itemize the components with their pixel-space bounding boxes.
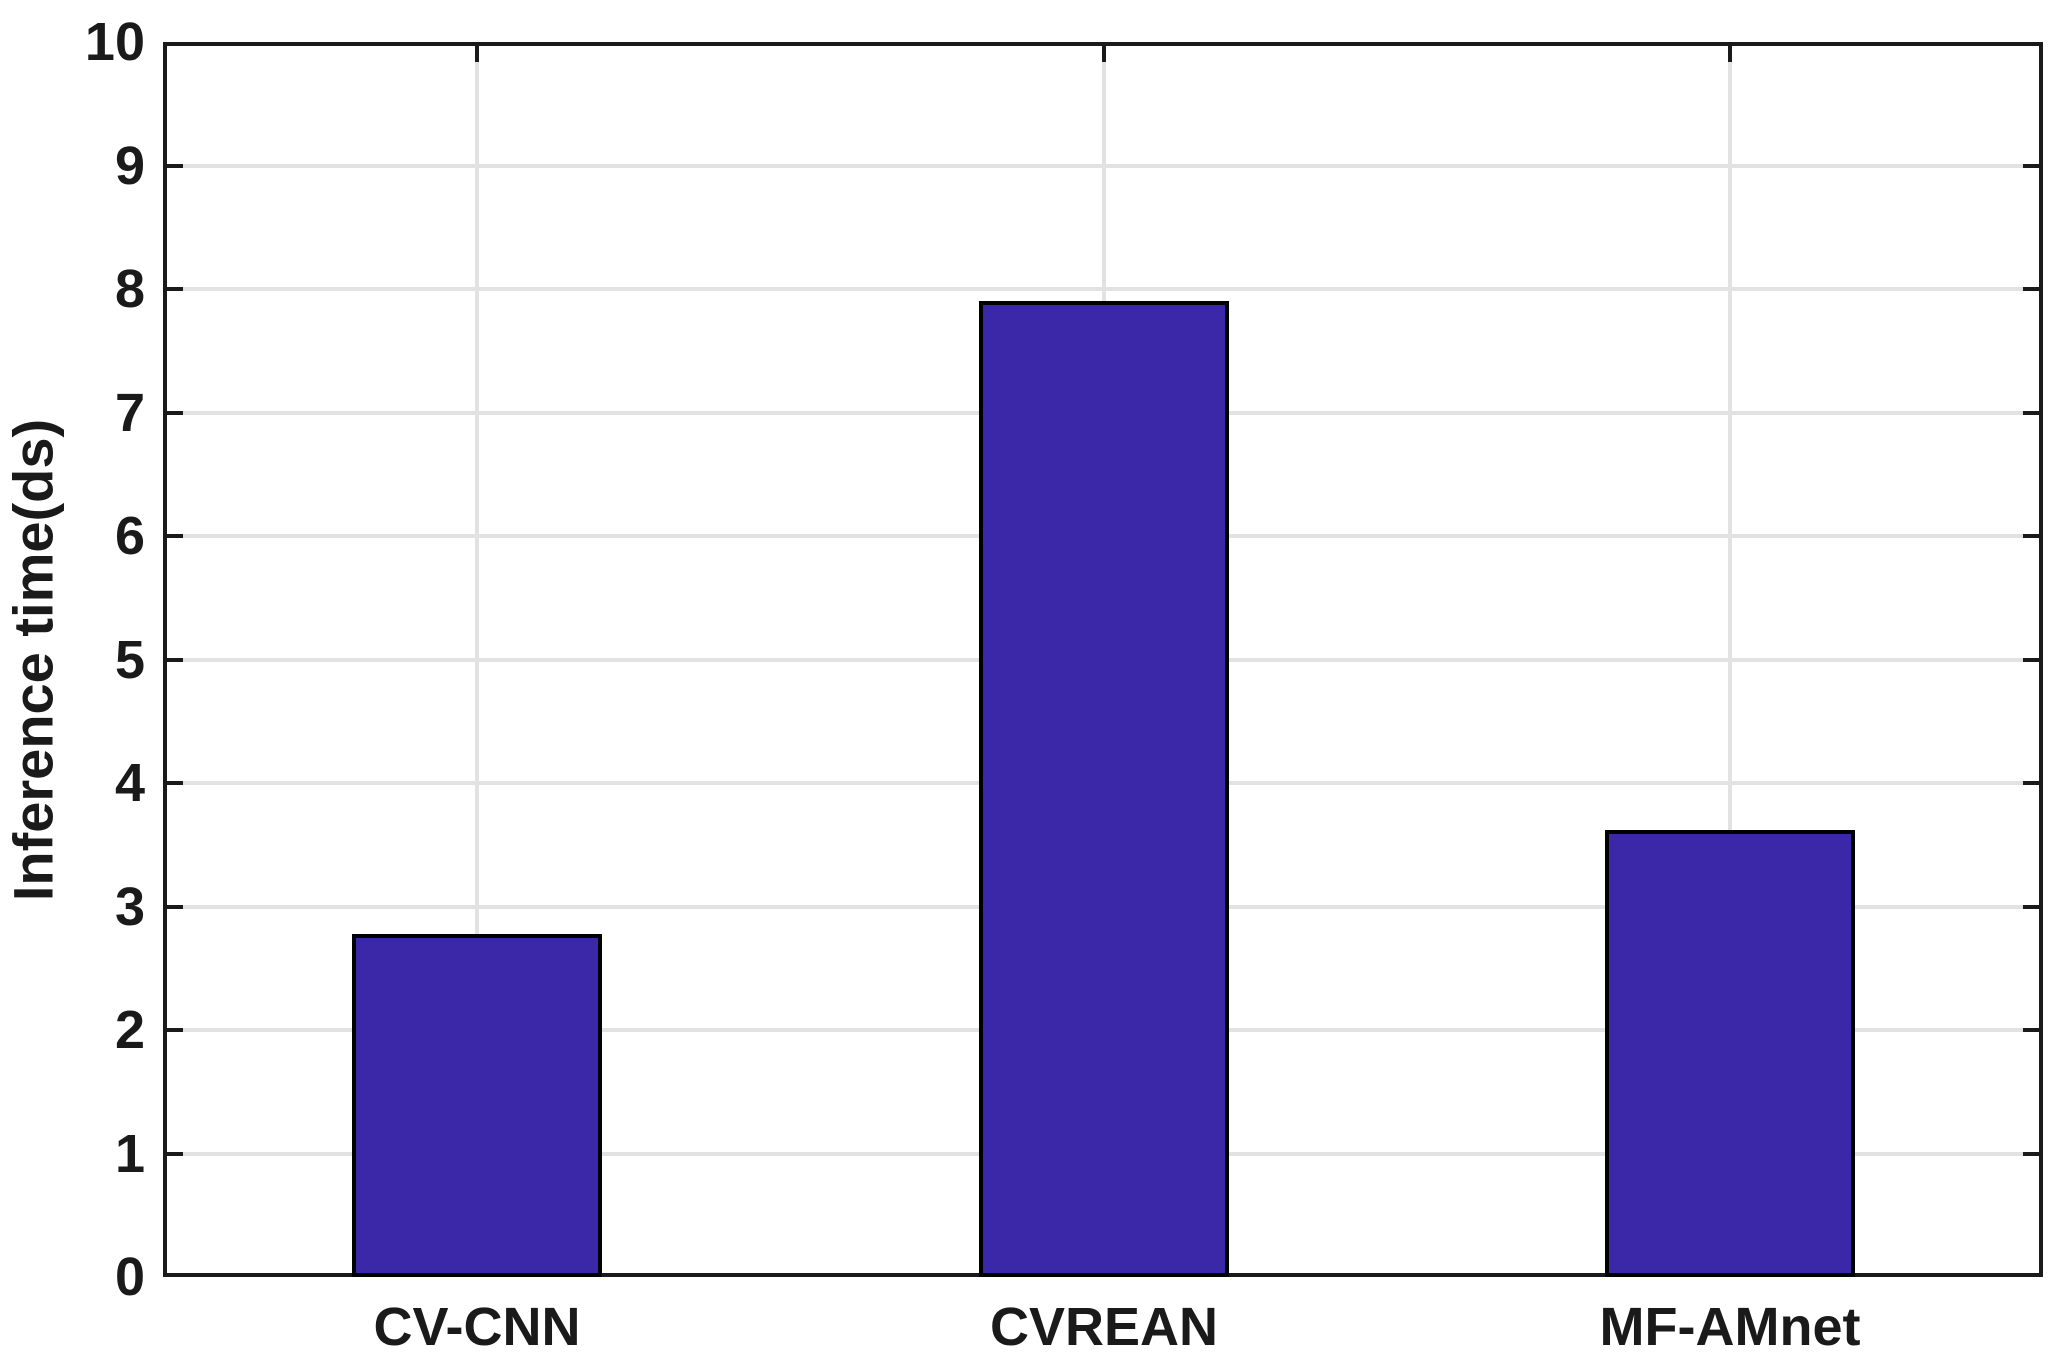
y-tick-mark-left [167, 1028, 183, 1032]
y-tick-label: 0 [114, 1247, 145, 1307]
y-tick-mark-right [2023, 904, 2039, 909]
x-tick-mark-top [1728, 46, 1732, 62]
y-tick-mark-right [2023, 657, 2039, 662]
y-tick-mark-right [2023, 534, 2039, 538]
y-tick-label: 5 [114, 629, 145, 690]
v-gridline [475, 46, 479, 1273]
y-tick-label: 7 [114, 382, 145, 443]
y-tick-mark-right [2023, 287, 2039, 291]
y-tick-mark-left [167, 1151, 183, 1156]
y-tick-label: 10 [84, 12, 145, 72]
y-tick-mark-left [167, 287, 183, 291]
v-gridline [1728, 46, 1732, 1273]
y-tick-mark-right [2023, 410, 2039, 415]
y-tick-label: 9 [114, 135, 145, 196]
x-tick-label: CV-CNN [373, 1297, 581, 1357]
y-tick-mark-right [2023, 781, 2039, 785]
plot-area [163, 42, 2043, 1277]
y-tick-mark-right [2023, 1028, 2039, 1032]
y-tick-label: 4 [114, 753, 145, 813]
bar-cvrean [979, 301, 1229, 1277]
x-tick-label: CVREAN [989, 1297, 1219, 1357]
y-tick-label: 3 [114, 876, 145, 937]
x-tick-mark-top [1102, 46, 1106, 62]
x-tick-mark-top [475, 46, 479, 62]
y-tick-mark-left [167, 904, 183, 909]
y-tick-mark-right [2023, 1151, 2039, 1156]
y-tick-mark-left [167, 534, 183, 538]
y-tick-mark-left [167, 410, 183, 415]
y-tick-label: 8 [114, 259, 145, 319]
y-tick-mark-left [167, 781, 183, 785]
y-tick-label: 1 [114, 1123, 145, 1184]
y-tick-label: 6 [114, 506, 145, 566]
y-tick-label: 2 [114, 1000, 145, 1060]
y-tick-mark-right [2023, 163, 2039, 168]
y-tick-mark-left [167, 657, 183, 662]
bar-mf-amnet [1605, 829, 1855, 1277]
x-tick-label: MF-AMnet [1599, 1297, 1861, 1357]
y-tick-mark-left [167, 163, 183, 168]
bar-cv-cnn [352, 933, 602, 1277]
